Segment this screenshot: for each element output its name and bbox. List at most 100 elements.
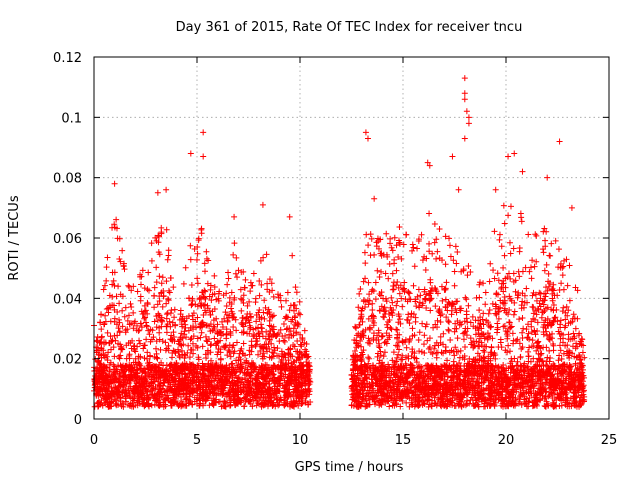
data-point <box>121 266 128 273</box>
data-point <box>303 372 310 379</box>
data-point <box>207 342 214 349</box>
data-point <box>221 368 228 375</box>
data-point <box>201 363 208 370</box>
data-point <box>150 394 157 401</box>
data-point <box>280 320 287 327</box>
data-point <box>222 309 229 316</box>
data-point <box>558 280 565 287</box>
data-point <box>550 281 557 288</box>
data-point <box>152 385 159 392</box>
data-point <box>260 254 267 261</box>
data-point <box>293 289 300 296</box>
data-point <box>115 283 122 290</box>
data-point <box>305 373 312 380</box>
data-point <box>168 385 175 392</box>
data-point <box>190 326 197 333</box>
data-point <box>270 293 277 300</box>
data-point <box>228 308 235 315</box>
data-point <box>256 364 263 371</box>
data-point <box>422 323 429 330</box>
data-point <box>210 326 217 333</box>
data-point <box>219 392 226 399</box>
data-point <box>406 290 413 297</box>
data-point <box>110 277 117 284</box>
data-point <box>230 370 237 377</box>
data-point <box>409 241 416 248</box>
data-point <box>160 379 167 386</box>
data-point <box>273 333 280 340</box>
data-point <box>97 362 104 369</box>
data-point <box>266 354 273 361</box>
data-point <box>479 330 486 337</box>
data-point <box>251 393 258 400</box>
data-point <box>415 286 422 293</box>
data-point <box>138 389 145 396</box>
data-point <box>217 370 224 377</box>
data-point <box>120 401 127 408</box>
data-point <box>274 375 281 382</box>
data-point <box>115 354 122 361</box>
data-point <box>383 230 390 237</box>
data-point <box>555 357 562 364</box>
data-point <box>362 275 369 282</box>
data-point <box>121 381 128 388</box>
data-point <box>233 399 240 406</box>
data-point <box>480 280 487 287</box>
data-point <box>267 375 274 382</box>
data-point <box>144 286 151 293</box>
data-point <box>274 352 281 359</box>
data-point <box>215 346 222 353</box>
data-point <box>389 270 396 277</box>
data-point <box>266 378 273 385</box>
data-point <box>202 351 209 358</box>
data-point <box>292 376 299 383</box>
data-point <box>189 401 196 408</box>
data-point <box>261 297 268 304</box>
data-point <box>122 371 129 378</box>
data-point <box>114 332 121 339</box>
data-point <box>111 369 118 376</box>
data-point <box>544 332 551 339</box>
data-point <box>217 355 224 362</box>
data-point <box>168 375 175 382</box>
data-point <box>111 384 118 391</box>
data-point <box>147 365 154 372</box>
data-point <box>130 371 137 378</box>
data-point <box>104 396 111 403</box>
data-point <box>369 286 376 293</box>
data-point <box>116 300 123 307</box>
data-point <box>296 349 303 356</box>
data-point <box>103 264 110 271</box>
data-point <box>220 402 227 409</box>
data-point <box>187 398 194 405</box>
data-point <box>294 348 301 355</box>
data-point <box>206 388 213 395</box>
data-point <box>134 288 141 295</box>
data-point <box>117 341 124 348</box>
data-point <box>295 373 302 380</box>
data-point <box>237 286 244 293</box>
data-point <box>201 321 208 328</box>
data-point <box>304 389 311 396</box>
data-point <box>260 363 267 370</box>
data-point <box>437 318 444 325</box>
data-point <box>174 391 181 398</box>
data-point <box>260 345 267 352</box>
data-point <box>165 252 172 259</box>
data-point <box>166 362 173 369</box>
data-point <box>188 281 195 288</box>
data-point <box>258 344 265 351</box>
data-point <box>243 316 250 323</box>
data-point <box>404 317 411 324</box>
data-point <box>247 314 254 321</box>
data-point <box>451 282 458 289</box>
data-point <box>300 368 307 375</box>
data-point <box>552 237 559 244</box>
data-point <box>163 226 170 233</box>
data-point <box>519 314 526 321</box>
data-point <box>207 311 214 318</box>
data-point <box>295 387 302 394</box>
data-point <box>226 299 233 306</box>
data-point <box>253 397 260 404</box>
data-point <box>125 385 132 392</box>
